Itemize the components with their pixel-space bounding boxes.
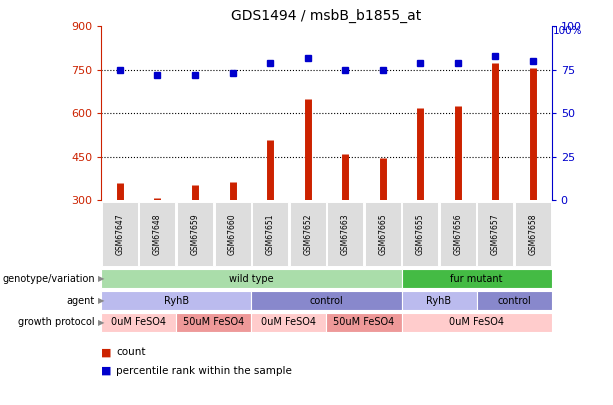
Text: genotype/variation: genotype/variation (2, 274, 95, 284)
FancyBboxPatch shape (139, 202, 175, 266)
Text: RyhB: RyhB (427, 296, 452, 305)
Text: ▶: ▶ (98, 274, 105, 283)
Text: ▶: ▶ (98, 318, 105, 327)
Text: growth protocol: growth protocol (18, 318, 95, 327)
Text: 100%: 100% (552, 26, 582, 36)
Title: GDS1494 / msbB_b1855_at: GDS1494 / msbB_b1855_at (231, 9, 422, 23)
Text: control: control (497, 296, 531, 305)
FancyBboxPatch shape (177, 313, 251, 332)
FancyBboxPatch shape (101, 291, 251, 310)
FancyBboxPatch shape (440, 202, 476, 266)
Text: 50uM FeSO4: 50uM FeSO4 (333, 318, 395, 327)
FancyBboxPatch shape (365, 202, 401, 266)
FancyBboxPatch shape (289, 202, 326, 266)
Text: count: count (116, 347, 146, 357)
Text: GSM67657: GSM67657 (491, 213, 500, 255)
FancyBboxPatch shape (515, 202, 551, 266)
Text: GSM67655: GSM67655 (416, 213, 425, 255)
FancyBboxPatch shape (215, 202, 251, 266)
Text: ■: ■ (101, 366, 112, 375)
Text: GSM67651: GSM67651 (265, 213, 275, 255)
Text: ■: ■ (101, 347, 112, 357)
Text: agent: agent (67, 296, 95, 305)
Text: GSM67665: GSM67665 (378, 213, 387, 255)
Text: 0uM FeSO4: 0uM FeSO4 (111, 318, 166, 327)
FancyBboxPatch shape (402, 202, 438, 266)
FancyBboxPatch shape (402, 291, 477, 310)
Text: GSM67647: GSM67647 (115, 213, 124, 255)
FancyBboxPatch shape (478, 202, 514, 266)
FancyBboxPatch shape (101, 313, 177, 332)
FancyBboxPatch shape (101, 269, 402, 288)
Text: GSM67648: GSM67648 (153, 213, 162, 255)
Text: GSM67656: GSM67656 (454, 213, 462, 255)
FancyBboxPatch shape (102, 202, 138, 266)
Text: GSM67652: GSM67652 (303, 213, 312, 255)
FancyBboxPatch shape (327, 313, 402, 332)
FancyBboxPatch shape (327, 202, 364, 266)
Text: control: control (310, 296, 343, 305)
FancyBboxPatch shape (402, 269, 552, 288)
Text: GSM67660: GSM67660 (228, 213, 237, 255)
Text: ▶: ▶ (98, 296, 105, 305)
Text: GSM67658: GSM67658 (528, 213, 538, 255)
Text: RyhB: RyhB (164, 296, 189, 305)
Text: 50uM FeSO4: 50uM FeSO4 (183, 318, 245, 327)
Text: 0uM FeSO4: 0uM FeSO4 (449, 318, 504, 327)
Text: percentile rank within the sample: percentile rank within the sample (116, 366, 292, 375)
FancyBboxPatch shape (477, 291, 552, 310)
FancyBboxPatch shape (251, 313, 327, 332)
Text: wild type: wild type (229, 274, 273, 284)
FancyBboxPatch shape (402, 313, 552, 332)
Text: GSM67663: GSM67663 (341, 213, 349, 255)
Text: GSM67659: GSM67659 (191, 213, 199, 255)
FancyBboxPatch shape (251, 291, 402, 310)
Text: fur mutant: fur mutant (451, 274, 503, 284)
Text: 0uM FeSO4: 0uM FeSO4 (261, 318, 316, 327)
FancyBboxPatch shape (177, 202, 213, 266)
FancyBboxPatch shape (252, 202, 288, 266)
